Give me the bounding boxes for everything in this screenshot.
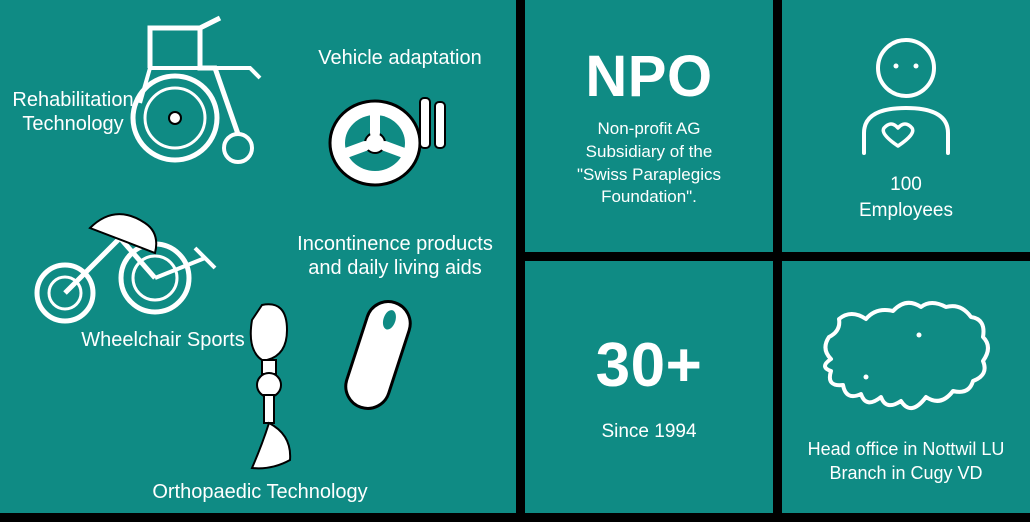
prosthetic-icon [232, 300, 312, 480]
since-tile: 30+ Since 1994 [525, 261, 773, 513]
services-panel: RehabilitationTechnology Vehicle adaptat… [0, 0, 516, 513]
aid-icon [328, 290, 428, 420]
npo-sub: Non-profit AGSubsidiary of the"Swiss Par… [577, 118, 721, 210]
npo-heading: NPO [585, 43, 712, 110]
sports-label: Wheelchair Sports [68, 328, 258, 352]
steering-wheel-icon [320, 88, 455, 193]
handbike-icon [20, 198, 230, 328]
incont-label: Incontinence productsand daily living ai… [280, 232, 510, 280]
ortho-label: Orthopaedic Technology [130, 480, 390, 504]
location-sub: Head office in Nottwil LUBranch in Cugy … [808, 437, 1005, 486]
npo-tile: NPO Non-profit AGSubsidiary of the"Swiss… [525, 0, 773, 252]
wheelchair-icon [120, 8, 290, 168]
vehicle-label: Vehicle adaptation [300, 46, 500, 70]
location-tile: Head office in Nottwil LUBranch in Cugy … [782, 261, 1030, 513]
person-heart-icon [846, 28, 966, 158]
switzerland-map-icon [811, 289, 1001, 429]
employees-tile: 100Employees [782, 0, 1030, 252]
since-heading: 30+ [596, 330, 703, 401]
employees-sub: 100Employees [859, 172, 953, 223]
infographic-grid: RehabilitationTechnology Vehicle adaptat… [0, 0, 1030, 522]
since-sub: Since 1994 [601, 419, 696, 445]
rehab-label: RehabilitationTechnology [8, 88, 138, 136]
